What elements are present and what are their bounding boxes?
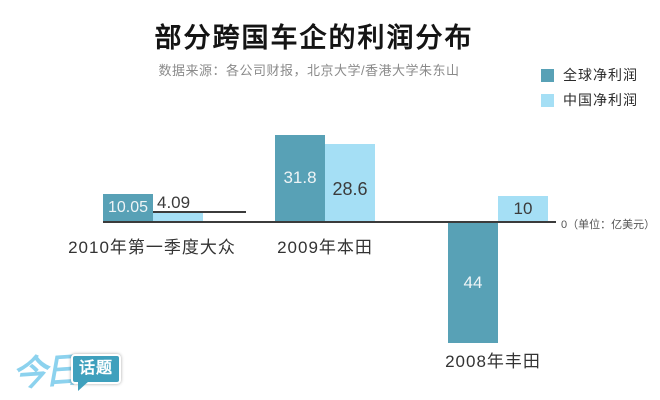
bar-honda-china-profit: 28.6 [325,144,375,221]
bar-value-vw-global: 10.05 [107,198,149,216]
legend-item-global-profit: 全球净利润 [541,67,638,83]
vw-china-label-underline [153,211,246,213]
bar-toyota-global-loss: 44 [448,223,498,343]
category-label-honda: 2009年本田 [277,238,373,257]
bar-value-toyota-china: 10 [513,198,533,218]
logo-bubble-text: 话题 [79,360,114,377]
axis-zero-unit-label: 0（单位：亿美元） [561,219,656,231]
legend-label-china-profit: 中国净利润 [563,92,638,108]
bar-value-honda-global: 31.8 [283,168,317,187]
logo-script-text: 今日 [10,350,78,395]
x-axis-zero-line [103,221,556,223]
legend: 全球净利润 中国净利润 [541,67,638,117]
bar-vw-global-profit: 10.05 [103,194,153,221]
chart-subtitle: 数据来源：各公司财报，北京大学/香港大学朱东山 [158,63,460,78]
bar-toyota-china-profit: 10 [498,196,548,221]
category-label-vw: 2010年第一季度大众 [68,238,236,257]
legend-swatch-china-profit [541,93,554,107]
chart-title: 部分跨国车企的利润分布 [154,23,474,53]
bar-value-vw-china: 4.09 [157,193,191,212]
bar-value-toyota-global: 44 [463,273,483,292]
legend-item-china-profit: 中国净利润 [541,92,638,108]
category-label-toyota: 2008年丰田 [445,352,541,371]
logo-jinri-huati: 今日 话题 [10,344,132,395]
legend-swatch-global-profit [541,68,554,82]
logo-speech-bubble: 话题 [71,354,122,391]
logo-bubble-tail-icon [78,381,89,391]
legend-label-global-profit: 全球净利润 [563,67,638,83]
bar-value-honda-china: 28.6 [332,179,368,199]
bar-vw-china-profit [153,213,203,221]
bar-honda-global-profit: 31.8 [275,135,325,221]
